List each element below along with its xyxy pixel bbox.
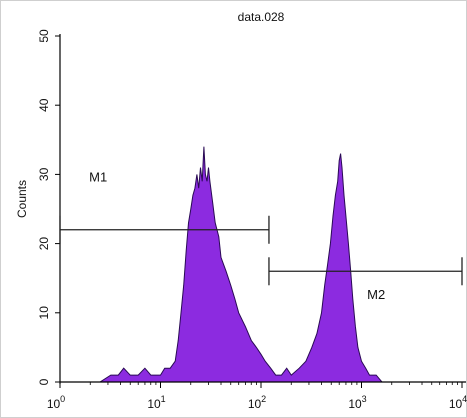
y-tick-label-10: 10 xyxy=(37,306,51,320)
x-tick-label-100: 102 xyxy=(248,394,266,411)
y-axis-label: Counts xyxy=(15,180,29,218)
x-tick-label-10000: 104 xyxy=(449,394,467,411)
y-tick-label-30: 30 xyxy=(37,167,51,181)
histogram-series-0 xyxy=(60,146,462,383)
chart-marks: 0 10 20 30 40 50 100 101 102 103 104 M1 M2 xyxy=(37,29,467,411)
y-tick-label-0: 0 xyxy=(37,378,51,385)
marker-M2-label: M2 xyxy=(367,287,385,302)
x-tick-label-1: 100 xyxy=(47,394,65,411)
y-tick-label-20: 20 xyxy=(37,237,51,251)
y-tick-label-50: 50 xyxy=(37,29,51,43)
x-tick-label-10: 101 xyxy=(147,394,165,411)
marker-M1-label: M1 xyxy=(89,169,107,184)
x-tick-label-1000: 103 xyxy=(348,394,366,411)
y-tick-label-40: 40 xyxy=(37,98,51,112)
chart-title: data.028 xyxy=(238,10,285,24)
